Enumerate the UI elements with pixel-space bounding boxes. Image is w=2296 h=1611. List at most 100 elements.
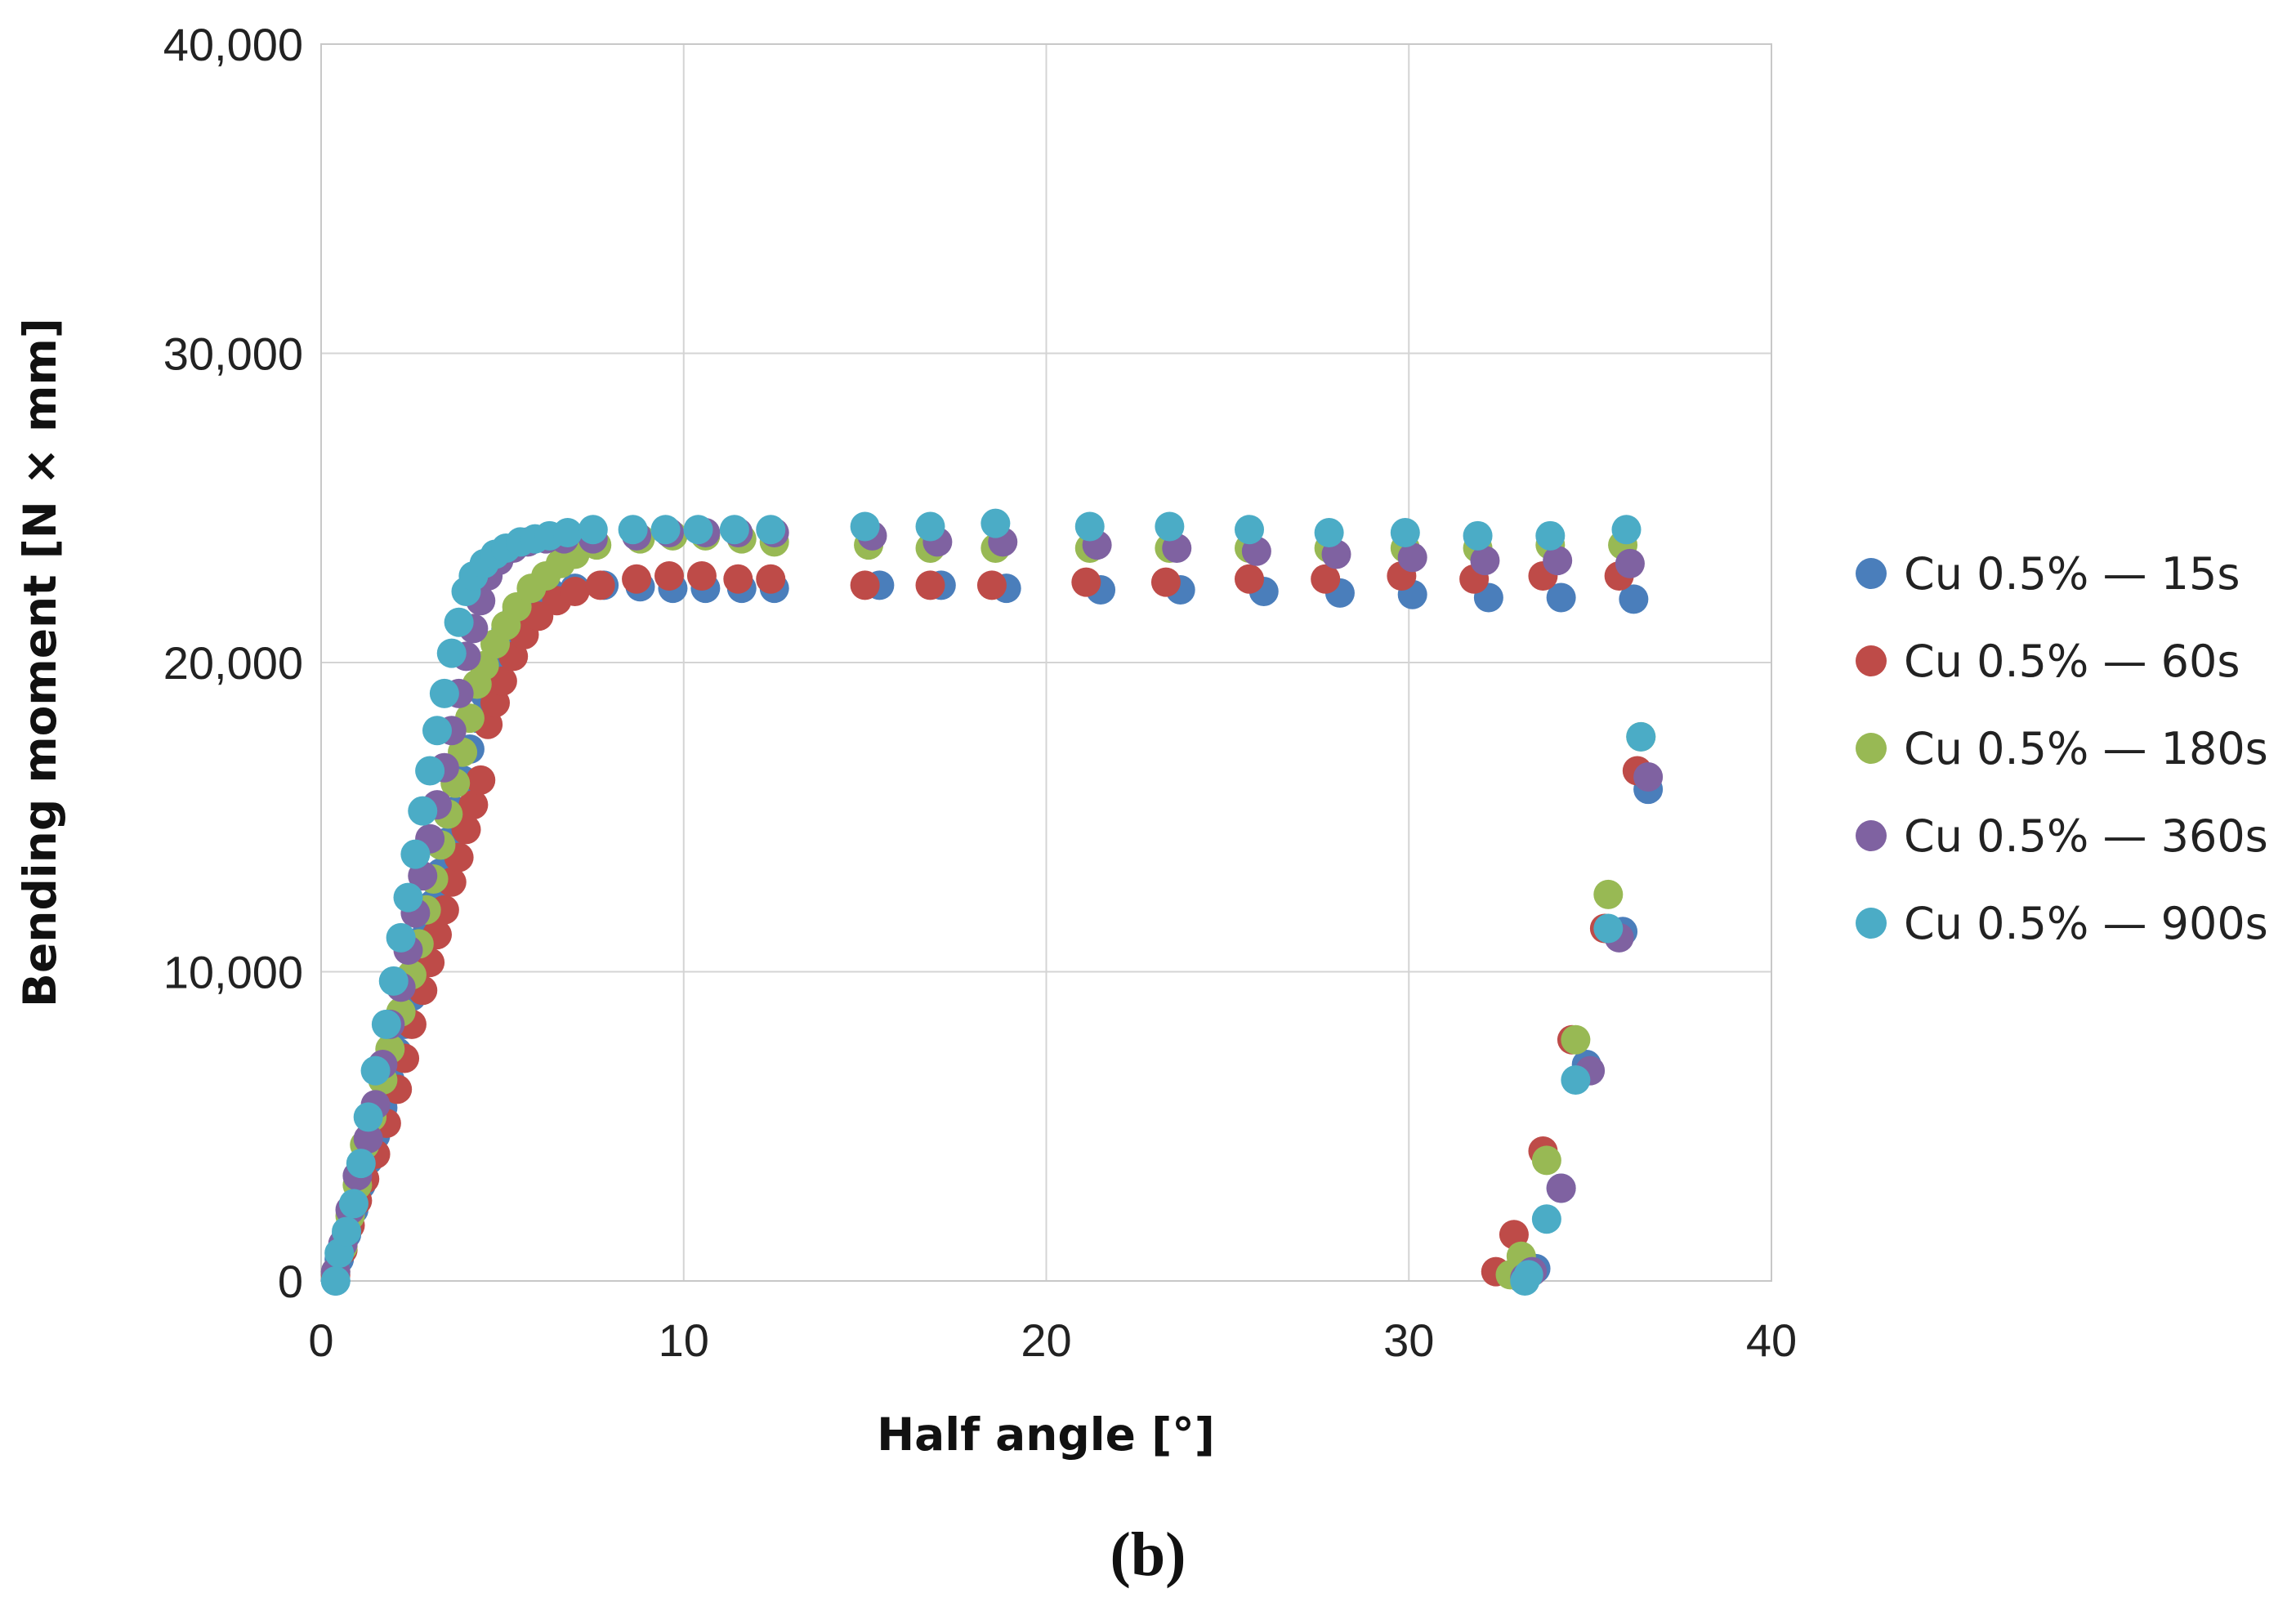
data-point [371,1009,401,1039]
data-point [1543,546,1573,576]
series-0 [320,570,1664,1296]
data-point [1155,511,1185,542]
data-point [332,1216,362,1247]
data-point [400,839,431,869]
legend-marker [1856,908,1887,939]
data-point [353,1123,383,1154]
data-point [1071,567,1101,597]
data-point [578,515,608,545]
legend-label: Cu 0.5% — 360s [1904,810,2268,862]
data-point [1510,1266,1540,1296]
y-tick-label: 40,000 [163,19,303,70]
data-point [458,790,489,820]
data-point [1611,515,1642,545]
data-point [393,882,423,913]
data-points [320,508,1664,1296]
x-tick-label: 40 [1746,1314,1797,1366]
data-point [1463,520,1493,551]
legend-label: Cu 0.5% — 60s [1904,636,2240,687]
plot-area [320,43,1772,1282]
x-axis-ticks: 0 10 20 30 40 [308,1314,1797,1366]
data-point [915,570,945,600]
data-point [378,966,409,996]
y-axis-ticks: 0 10,000 20,000 30,000 40,000 [163,19,303,1307]
data-point [976,570,1007,600]
x-tick-label: 20 [1021,1314,1071,1366]
data-point [850,570,880,600]
data-point [650,515,681,545]
data-point [654,561,684,591]
data-point [1311,564,1341,594]
data-point [1314,518,1344,548]
data-point [408,796,438,826]
data-point [415,756,445,786]
x-tick-label: 10 [659,1314,709,1366]
legend-marker [1856,645,1887,676]
data-point [719,515,749,545]
data-point [723,564,753,594]
data-point [1593,879,1624,909]
legend: Cu 0.5% — 15s Cu 0.5% — 60s Cu 0.5% — 180s… [1856,548,2268,949]
data-point [360,1055,391,1086]
y-tick-label: 30,000 [163,328,303,380]
data-point [1546,1173,1576,1203]
data-point [422,716,452,746]
data-point [1626,721,1656,752]
data-point [1235,515,1264,545]
data-point [1531,1145,1561,1176]
data-point [850,511,880,542]
data-point [436,638,467,668]
data-point [618,515,648,545]
data-point [1546,582,1576,613]
data-point [622,564,652,594]
data-point [338,1189,369,1219]
data-point [1561,1024,1591,1055]
legend-marker [1856,820,1887,851]
data-point [466,765,496,795]
legend-label: Cu 0.5% — 180s [1904,723,2268,774]
legend-label: Cu 0.5% — 900s [1904,898,2268,949]
figure-caption: (b) [1110,1520,1186,1589]
data-point [320,1266,351,1296]
x-axis-title: Half angle [°] [877,1408,1215,1461]
data-point [1593,913,1624,944]
data-point [560,576,590,606]
data-point [915,511,945,542]
data-point [1561,1064,1591,1095]
data-point [756,564,786,594]
data-point [1470,546,1500,576]
series-4 [320,508,1656,1296]
data-point [1619,584,1649,614]
data-point [552,518,583,548]
data-point [1535,520,1566,551]
legend-label: Cu 0.5% — 15s [1904,548,2240,600]
data-point [683,515,713,545]
series-1 [320,561,1652,1290]
y-tick-label: 0 [278,1256,303,1307]
data-point [585,570,615,600]
y-tick-label: 20,000 [163,637,303,689]
data-point [1531,1204,1561,1234]
data-point [353,1102,383,1132]
data-point [1390,518,1420,548]
data-point [1150,567,1181,597]
x-tick-label: 30 [1383,1314,1434,1366]
data-point [1235,564,1264,594]
data-point [980,508,1011,538]
data-point [386,922,416,953]
data-point [756,515,786,545]
data-point [444,607,474,637]
data-point [429,678,459,708]
data-point [1074,511,1105,542]
data-point [686,561,717,591]
data-point [1615,548,1645,578]
y-axis-title: Bending moment [N × mm] [14,318,66,1007]
data-point [346,1149,376,1179]
y-tick-label: 10,000 [163,947,303,998]
data-point [1633,762,1664,792]
x-tick-label: 0 [308,1314,333,1366]
legend-marker [1856,733,1887,764]
data-point [1397,542,1427,573]
legend-marker [1856,558,1887,589]
